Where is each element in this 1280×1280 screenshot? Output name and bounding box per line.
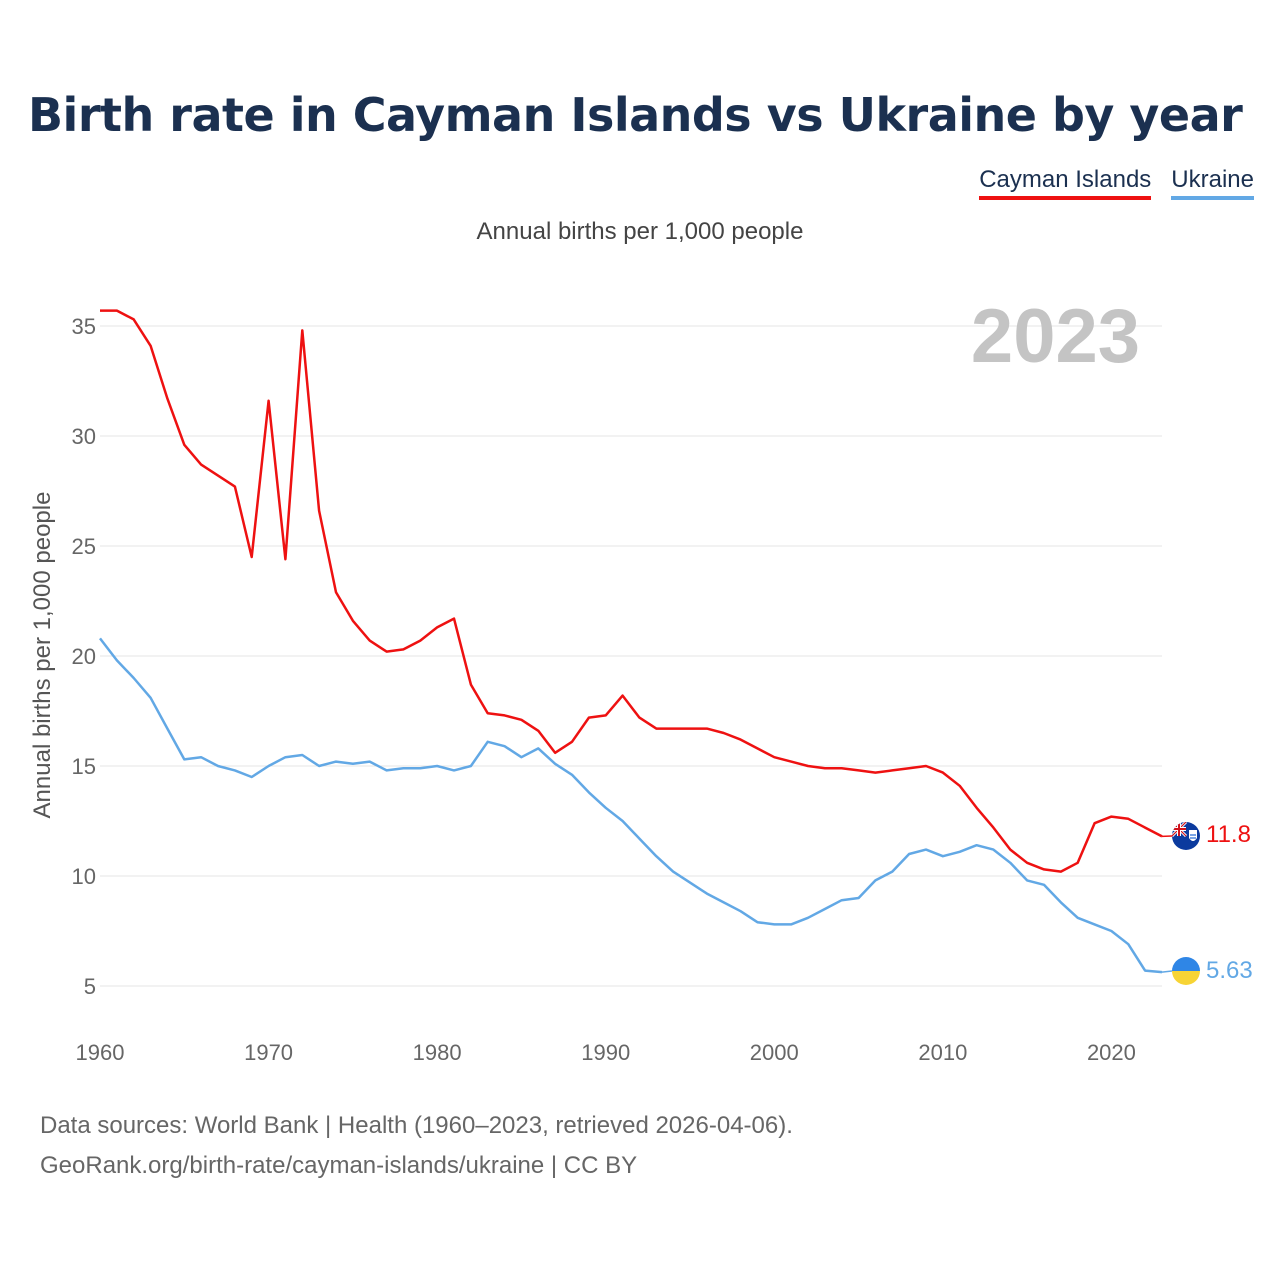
current-year-label: 2023	[971, 294, 1140, 379]
x-tick-label: 1960	[76, 1040, 125, 1065]
y-tick-label: 5	[84, 974, 96, 999]
series-lines	[99, 309, 1173, 974]
x-tick-label: 2020	[1087, 1040, 1136, 1065]
x-tick-label: 1970	[244, 1040, 293, 1065]
x-tick-label: 1990	[581, 1040, 630, 1065]
end-connector	[1161, 970, 1173, 973]
y-tick-label: 20	[72, 644, 96, 669]
data-sources: Data sources: World Bank | Health (1960–…	[40, 1112, 793, 1139]
series-line-cayman-islands[interactable]	[100, 309, 1163, 873]
legend: Cayman Islands Ukraine	[979, 166, 1254, 200]
y-axis-title: Annual births per 1,000 people	[29, 492, 56, 819]
gridlines	[100, 325, 1162, 987]
ukraine-flag-icon	[1172, 957, 1200, 985]
footer: Data sources: World Bank | Health (1960–…	[40, 1106, 793, 1186]
ukraine-end-label: 5.63	[1206, 957, 1253, 984]
x-tick-label: 2000	[750, 1040, 799, 1065]
y-tick-label: 30	[72, 424, 96, 449]
series-line-ukraine[interactable]	[99, 637, 1163, 974]
legend-ukraine[interactable]: Ukraine	[1171, 166, 1254, 200]
y-tick-label: 35	[72, 314, 96, 339]
y-tick-label: 10	[72, 864, 96, 889]
x-tick-label: 1980	[413, 1040, 462, 1065]
cayman-islands-end-label: 11.8	[1206, 821, 1251, 848]
y-axis-ticks: 5 10 15 20 25 30 35	[72, 314, 96, 999]
chart-title: Birth rate in Cayman Islands vs Ukraine …	[28, 88, 1243, 142]
x-tick-label: 2010	[918, 1040, 967, 1065]
source-url: GeoRank.org/birth-rate/cayman-islands/uk…	[40, 1152, 638, 1179]
cayman-islands-flag-icon	[1172, 822, 1200, 850]
y-tick-label: 25	[72, 534, 96, 559]
x-axis-ticks: 1960 1970 1980 1990 2000 2010 2020	[76, 1040, 1136, 1065]
y-tick-label: 15	[72, 754, 96, 779]
legend-cayman-islands[interactable]: Cayman Islands	[979, 166, 1152, 200]
chart-subtitle: Annual births per 1,000 people	[476, 218, 804, 245]
